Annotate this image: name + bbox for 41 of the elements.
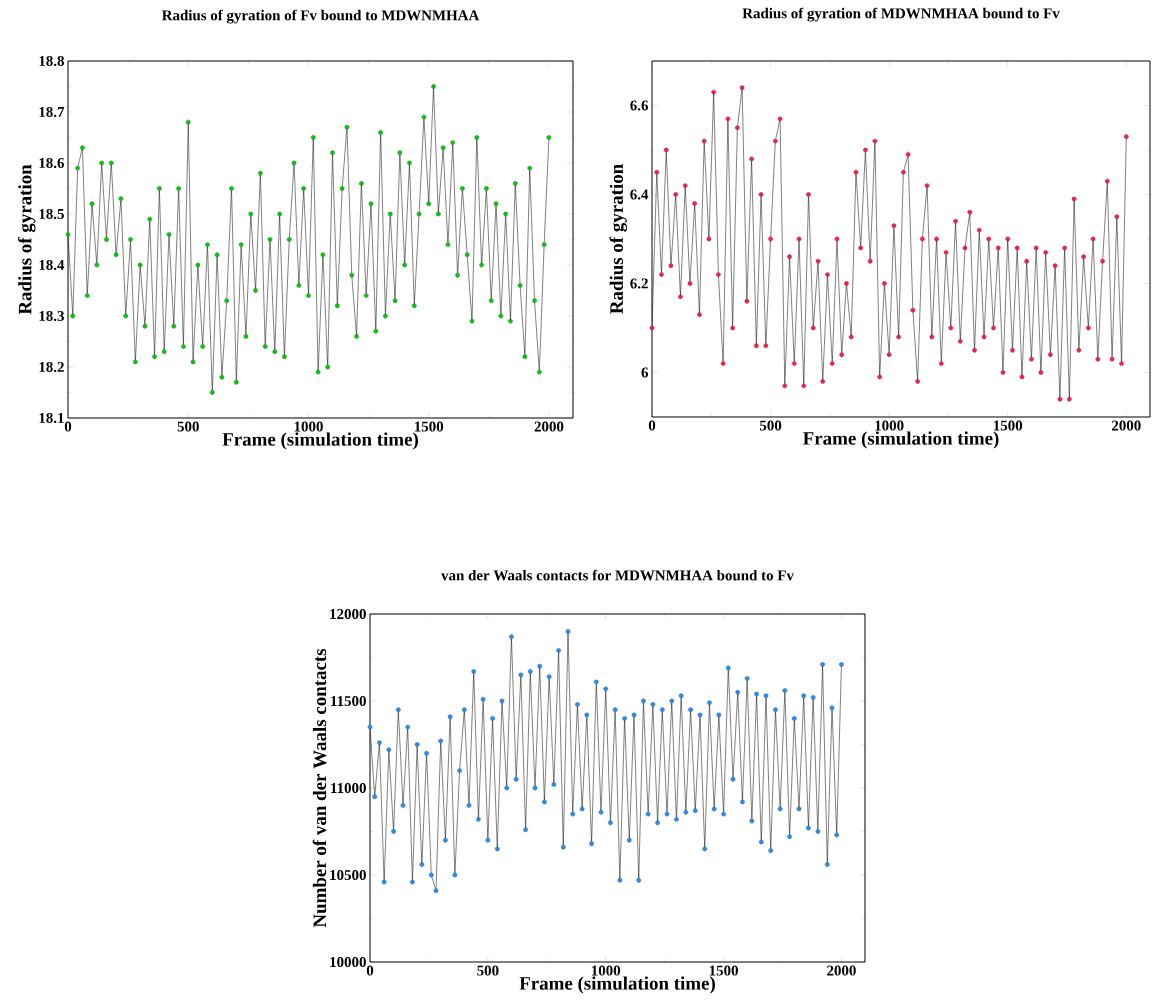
x-axis-title: Frame (simulation time) bbox=[222, 432, 418, 450]
x-tick-label: 0 bbox=[648, 420, 656, 431]
y-tick-label: 18.3 bbox=[39, 310, 64, 322]
x-tick-label: 1000 bbox=[591, 965, 621, 976]
y-axis-title: Number of van der Waals contacts bbox=[312, 648, 327, 928]
x-tick-label: 1000 bbox=[294, 421, 323, 432]
y-tick-label: 12000 bbox=[330, 608, 366, 620]
x-axis-title: Frame (simulation time) bbox=[803, 431, 999, 449]
y-tick-label: 6.4 bbox=[630, 189, 649, 200]
y-tick-label: 11500 bbox=[331, 695, 366, 707]
y-tick-label: 6.6 bbox=[630, 100, 649, 111]
x-tick-label: 1500 bbox=[414, 421, 444, 432]
x-tick-label: 500 bbox=[759, 420, 782, 431]
y-tick-label: 6.2 bbox=[630, 278, 648, 289]
x-tick-label: 500 bbox=[477, 965, 499, 976]
x-tick-label: 500 bbox=[177, 421, 199, 432]
y-tick-label: 18.2 bbox=[39, 361, 64, 373]
y-axis-title: Radius of gyration bbox=[17, 164, 36, 315]
y-tick-label: 10500 bbox=[330, 869, 366, 881]
x-tick-label: 2000 bbox=[1111, 420, 1141, 431]
y-axis-title: Radius of gyration bbox=[609, 164, 627, 314]
x-tick-label: 2000 bbox=[534, 421, 564, 432]
x-tick-label: 1500 bbox=[709, 965, 738, 976]
y-tick-label: 18.5 bbox=[39, 208, 64, 220]
y-tick-label: 6 bbox=[641, 367, 649, 378]
y-tick-label: 18.8 bbox=[39, 55, 64, 67]
y-tick-label: 18.4 bbox=[39, 259, 65, 271]
y-tick-label: 10000 bbox=[330, 956, 366, 968]
chart-title: Radius of gyration of Fv bound to MDWNMHAA bbox=[161, 9, 480, 24]
chart-title: Radius of gyration of MDWNMHAA bound to Fv bbox=[742, 7, 1060, 22]
y-tick-label: 18.6 bbox=[39, 157, 65, 169]
x-tick-label: 1500 bbox=[993, 420, 1023, 431]
x-tick-label: 0 bbox=[366, 965, 374, 976]
x-axis-title: Frame (simulation time) bbox=[519, 976, 715, 994]
y-tick-label: 11000 bbox=[331, 782, 366, 794]
chart-title: van der Waals contacts for MDWNMHAA bound to Fv bbox=[441, 569, 794, 581]
x-tick-label: 0 bbox=[64, 421, 72, 432]
y-tick-label: 18.1 bbox=[39, 412, 64, 424]
x-tick-label: 1000 bbox=[875, 420, 904, 431]
y-tick-label: 18.7 bbox=[39, 106, 65, 118]
x-tick-label: 2000 bbox=[827, 965, 856, 976]
